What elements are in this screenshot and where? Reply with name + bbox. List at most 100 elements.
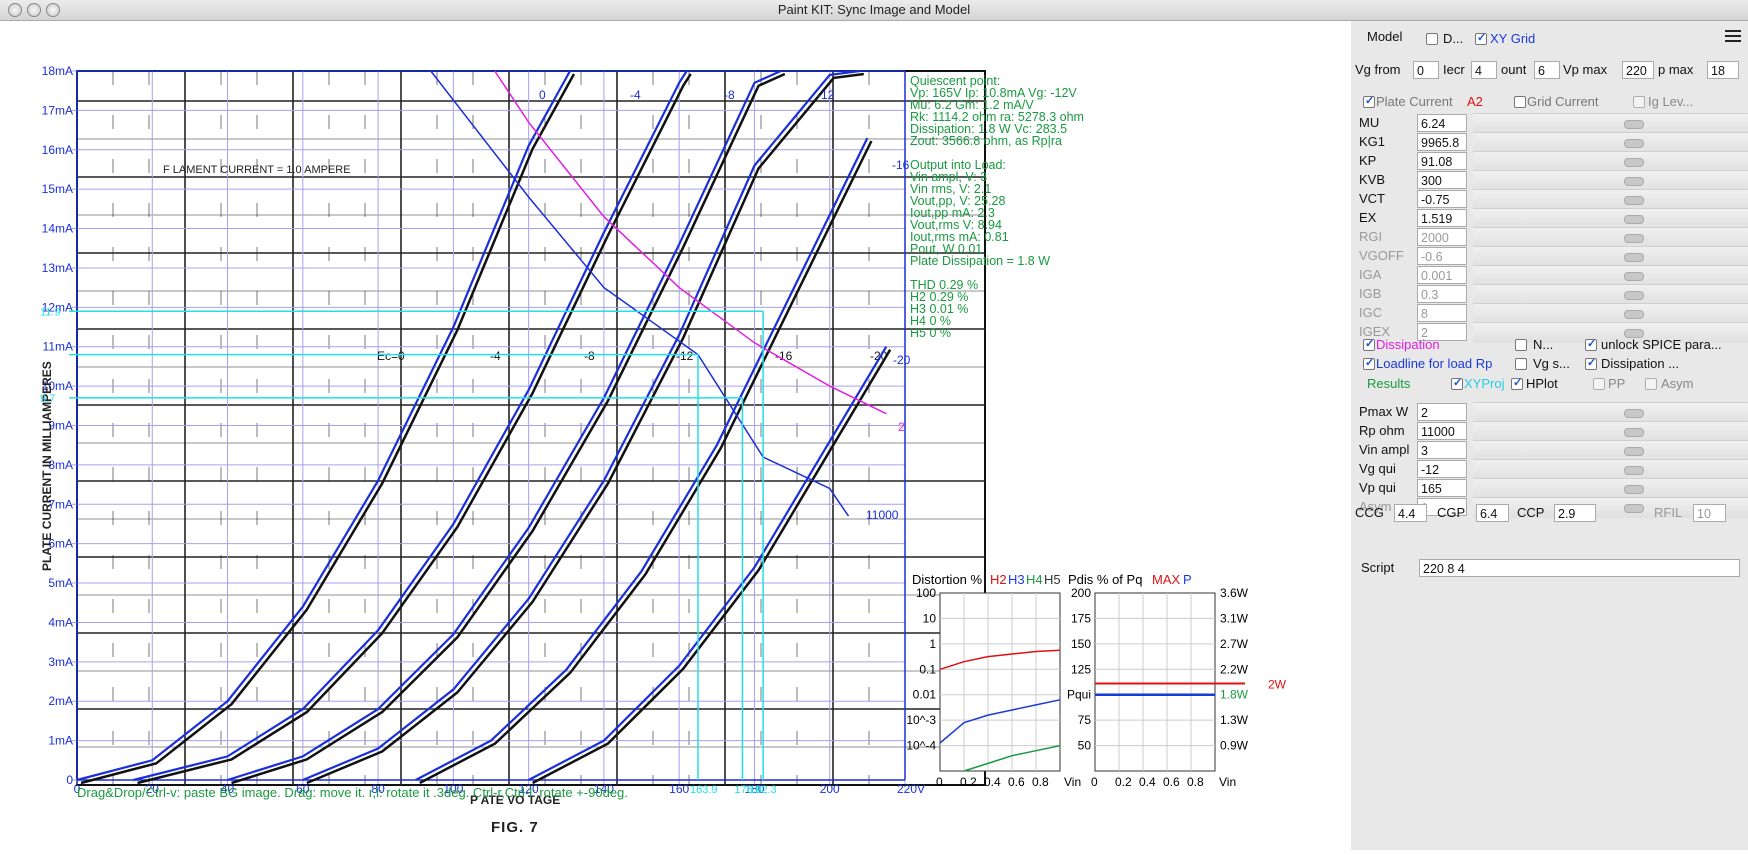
load-param-slider[interactable] — [1473, 440, 1748, 461]
param-slider-knob[interactable] — [1624, 310, 1645, 319]
asym-checkbox[interactable] — [1645, 378, 1657, 390]
param-slider[interactable] — [1473, 170, 1748, 191]
param-input[interactable]: 2000 — [1417, 228, 1467, 246]
vg-from-input[interactable]: 0 — [1413, 61, 1439, 79]
param-input[interactable]: 300 — [1417, 171, 1467, 189]
load-param-slider[interactable] — [1473, 402, 1748, 423]
script-input[interactable]: 220 8 4 — [1419, 559, 1740, 577]
ig-lev-checkbox[interactable] — [1633, 96, 1645, 108]
load-param-slider-knob[interactable] — [1624, 447, 1645, 456]
param-slider[interactable] — [1473, 284, 1748, 305]
pdis-max-value-label: 2W — [1268, 678, 1287, 692]
load-param-slider-knob[interactable] — [1624, 485, 1645, 494]
grid-curve--20[interactable] — [528, 346, 888, 781]
param-input[interactable]: 91.08 — [1417, 152, 1467, 170]
loadline-checkbox[interactable] — [1363, 356, 1375, 370]
pdis-left-tick: 150 — [1071, 637, 1091, 651]
vg-s-checkbox[interactable] — [1515, 358, 1527, 370]
p-max-input[interactable]: 18 — [1707, 61, 1739, 79]
param-input[interactable]: 6.24 — [1417, 114, 1467, 132]
load-param-slider[interactable] — [1473, 497, 1748, 518]
incr-input[interactable]: 4 — [1471, 61, 1497, 79]
distortion-series-h2 — [939, 649, 1061, 671]
rfil-input[interactable]: 10 — [1693, 504, 1726, 522]
pp-checkbox[interactable] — [1593, 378, 1605, 390]
grid-curve-0[interactable] — [76, 70, 571, 782]
load-param-slider[interactable] — [1473, 478, 1748, 499]
load-param-slider-knob[interactable] — [1624, 428, 1645, 437]
plate-current-checkbox[interactable] — [1363, 94, 1375, 108]
grid-current-checkbox[interactable] — [1514, 96, 1526, 108]
grid-curve--8[interactable] — [227, 69, 782, 782]
param-input[interactable]: 1.519 — [1417, 209, 1467, 227]
count-input[interactable]: 6 — [1534, 61, 1560, 79]
param-slider[interactable] — [1473, 113, 1748, 134]
vp-max-input[interactable]: 220 — [1622, 61, 1654, 79]
dissipation2-checkbox[interactable] — [1585, 356, 1597, 370]
xy-grid-checkbox[interactable] — [1475, 31, 1487, 45]
d-checkbox[interactable] — [1426, 33, 1438, 45]
param-slider[interactable] — [1473, 208, 1748, 229]
param-slider-knob[interactable] — [1624, 291, 1645, 300]
load-param-input[interactable]: 165 — [1417, 479, 1467, 497]
load-param-input[interactable]: 3 — [1417, 441, 1467, 459]
y-tick-label: 3mA — [48, 655, 73, 669]
load-param-input[interactable]: -12 — [1417, 460, 1467, 478]
distortion-y-tick: 0.1 — [919, 662, 936, 676]
plot-area[interactable]: 0 1mA 2mA 3mA 4mA 5mA 6mA 7mA 8mA 9mA 10mA 11mA 12mA… — [0, 21, 1351, 850]
param-input[interactable]: 2 — [1417, 323, 1467, 341]
load-param-slider[interactable] — [1473, 421, 1748, 442]
load-param-input[interactable]: 2 — [1417, 403, 1467, 421]
param-input[interactable]: 0.3 — [1417, 285, 1467, 303]
param-input[interactable]: 9965.8 — [1417, 133, 1467, 151]
load-param-slider-knob[interactable] — [1624, 409, 1645, 418]
grid-curve--16[interactable] — [415, 137, 869, 781]
tube-plot[interactable]: 0 1mA 2mA 3mA 4mA 5mA 6mA 7mA 8mA 9mA 10mA 11mA 12mA… — [40, 64, 986, 807]
param-slider[interactable] — [1473, 151, 1748, 172]
dissipation-checkbox[interactable] — [1363, 337, 1375, 351]
param-slider[interactable] — [1473, 322, 1748, 343]
param-slider-knob[interactable] — [1624, 120, 1645, 129]
ccp-input[interactable]: 2.9 — [1554, 504, 1596, 522]
param-slider[interactable] — [1473, 189, 1748, 210]
results-label[interactable]: Results — [1367, 376, 1411, 391]
param-slider-knob[interactable] — [1624, 253, 1645, 262]
unlock-spice-checkbox[interactable] — [1585, 337, 1597, 351]
param-input[interactable]: -0.6 — [1417, 247, 1467, 265]
param-slider[interactable] — [1473, 132, 1748, 153]
load-param-input[interactable]: 11000 — [1417, 422, 1467, 440]
zoom-window-icon[interactable] — [46, 3, 60, 17]
xyproj-checkbox[interactable] — [1451, 376, 1463, 390]
cgp-input[interactable]: 6.4 — [1476, 504, 1509, 522]
minimize-window-icon[interactable] — [27, 3, 41, 17]
param-slider-knob[interactable] — [1624, 234, 1645, 243]
param-input[interactable]: 8 — [1417, 304, 1467, 322]
param-slider[interactable] — [1473, 303, 1748, 324]
hamburger-menu-icon[interactable] — [1725, 27, 1741, 45]
param-slider-knob[interactable] — [1624, 329, 1645, 338]
param-input[interactable]: 0.001 — [1417, 266, 1467, 284]
grid-curve--4[interactable] — [133, 70, 688, 782]
param-slider-knob[interactable] — [1624, 177, 1645, 186]
param-slider-knob[interactable] — [1624, 215, 1645, 224]
load-param-slider-knob[interactable] — [1624, 466, 1645, 475]
close-window-icon[interactable] — [8, 3, 22, 17]
ccg-input[interactable]: 4.4 — [1394, 504, 1427, 522]
grid-curve--12[interactable] — [302, 69, 860, 782]
n-label: N... — [1533, 337, 1554, 352]
main-chart-svg[interactable]: 0 1mA 2mA 3mA 4mA 5mA 6mA 7mA 8mA 9mA 10mA 11mA 12mA… — [0, 21, 1351, 850]
param-slider-knob[interactable] — [1624, 139, 1645, 148]
scan-curve--20 — [532, 349, 892, 785]
param-slider-knob[interactable] — [1624, 272, 1645, 281]
hplot-checkbox[interactable] — [1511, 376, 1523, 390]
load-param-slider[interactable] — [1473, 459, 1748, 480]
param-slider[interactable] — [1473, 265, 1748, 286]
param-slider[interactable] — [1473, 246, 1748, 267]
param-input[interactable]: -0.75 — [1417, 190, 1467, 208]
n-checkbox[interactable] — [1515, 339, 1527, 351]
param-slider-knob[interactable] — [1624, 158, 1645, 167]
load-param-slider-knob[interactable] — [1624, 504, 1645, 513]
param-slider[interactable] — [1473, 227, 1748, 248]
param-slider-knob[interactable] — [1624, 196, 1645, 205]
dissipation-curve[interactable] — [494, 70, 887, 415]
